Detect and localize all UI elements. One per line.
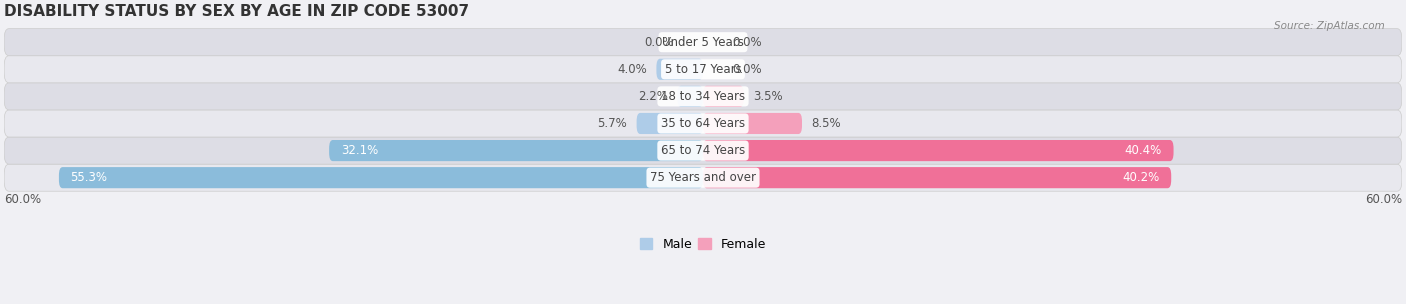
Text: 40.4%: 40.4%	[1125, 144, 1161, 157]
Text: 0.0%: 0.0%	[644, 36, 673, 49]
Text: 65 to 74 Years: 65 to 74 Years	[661, 144, 745, 157]
Text: 5.7%: 5.7%	[598, 117, 627, 130]
FancyBboxPatch shape	[703, 140, 1174, 161]
FancyBboxPatch shape	[4, 110, 1402, 137]
FancyBboxPatch shape	[4, 164, 1402, 191]
FancyBboxPatch shape	[4, 29, 1402, 56]
Text: 0.0%: 0.0%	[733, 63, 762, 76]
FancyBboxPatch shape	[703, 86, 744, 107]
Text: 18 to 34 Years: 18 to 34 Years	[661, 90, 745, 103]
FancyBboxPatch shape	[657, 59, 703, 80]
Text: 3.5%: 3.5%	[754, 90, 783, 103]
Text: 0.0%: 0.0%	[733, 36, 762, 49]
Text: 60.0%: 60.0%	[4, 193, 41, 206]
Text: 32.1%: 32.1%	[340, 144, 378, 157]
FancyBboxPatch shape	[4, 83, 1402, 110]
Text: Under 5 Years: Under 5 Years	[662, 36, 744, 49]
FancyBboxPatch shape	[637, 113, 703, 134]
Text: 40.2%: 40.2%	[1122, 171, 1160, 184]
Text: DISABILITY STATUS BY SEX BY AGE IN ZIP CODE 53007: DISABILITY STATUS BY SEX BY AGE IN ZIP C…	[4, 4, 470, 19]
FancyBboxPatch shape	[4, 137, 1402, 164]
Text: 75 Years and over: 75 Years and over	[650, 171, 756, 184]
Text: 5 to 17 Years: 5 to 17 Years	[665, 63, 741, 76]
Text: 55.3%: 55.3%	[70, 171, 107, 184]
Text: 60.0%: 60.0%	[1365, 193, 1402, 206]
FancyBboxPatch shape	[703, 113, 801, 134]
FancyBboxPatch shape	[678, 86, 703, 107]
Text: 8.5%: 8.5%	[811, 117, 841, 130]
FancyBboxPatch shape	[703, 167, 1171, 188]
FancyBboxPatch shape	[59, 167, 703, 188]
Text: 4.0%: 4.0%	[617, 63, 647, 76]
Legend: Male, Female: Male, Female	[636, 233, 770, 256]
FancyBboxPatch shape	[4, 56, 1402, 83]
Text: 35 to 64 Years: 35 to 64 Years	[661, 117, 745, 130]
Text: 2.2%: 2.2%	[638, 90, 668, 103]
Text: Source: ZipAtlas.com: Source: ZipAtlas.com	[1274, 21, 1385, 31]
FancyBboxPatch shape	[329, 140, 703, 161]
